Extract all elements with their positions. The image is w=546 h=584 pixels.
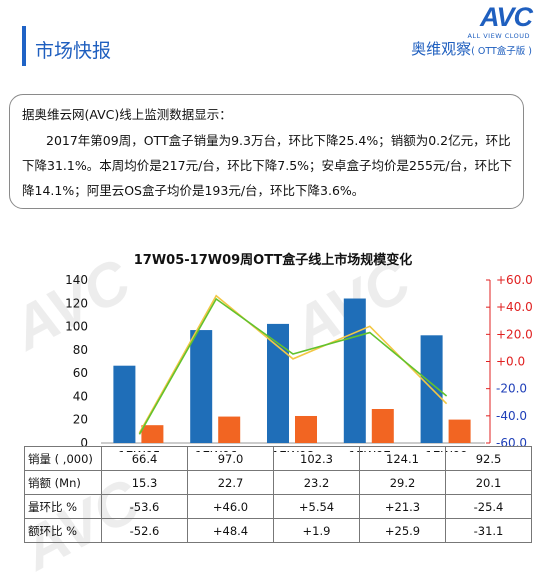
row-label: 量环比 % [24,494,102,519]
table-cell: 20.1 [445,470,532,495]
accent-bar [22,26,26,66]
table-row: 销量 ( ,000) 66.4 97.0 102.3 124.1 92.5 [24,446,532,471]
row-label: 额环比 % [24,518,102,543]
info-body: 2017年第09周，OTT盒子销量为9.3万台，环比下降25.4%；销额为0.2… [22,133,513,198]
chart-title: 17W05-17W09周OTT盒子线上市场规模变化 [133,253,413,268]
left-tick-label: 40 [73,389,88,403]
table-cell: 124.1 [359,446,446,471]
line-amount-change [138,294,448,434]
table-cell: 23.2 [273,470,360,495]
header: 市场快报 AVC ALL VIEW CLOUD 奥维观察( OTT盒子版 ) [0,0,546,92]
right-tick-label: +40.0 [496,300,533,314]
brand-name: 奥维观察 [411,40,472,58]
left-tick-label: 140 [65,273,88,287]
right-tick-label: -20.0 [496,382,527,396]
right-tick-label: +0.0 [496,355,525,369]
avc-logo: AVC [479,2,533,32]
left-tick-label: 120 [65,296,88,310]
left-tick-label: 0 [80,436,88,450]
logo-tagline: ALL VIEW CLOUD [467,32,530,40]
table-cell: +48.4 [187,518,274,543]
info-lead: 据奥维云网(AVC)线上监测数据显示： [22,107,232,122]
table-cell: -25.4 [445,494,532,519]
table-cell: +1.9 [273,518,360,543]
bar-revenue [295,415,317,443]
right-tick-label: -40.0 [496,409,527,423]
bars [101,298,485,444]
row-label: 销量 ( ,000) [24,446,102,471]
bar-revenue [218,416,241,443]
table-cell: +5.54 [273,494,360,519]
row-label: 销额 (Mn) [24,470,102,495]
table-cell: 92.5 [445,446,532,471]
table-cell: -31.1 [445,518,532,543]
table-cell: 97.0 [187,446,274,471]
table-cell: +46.0 [187,494,274,519]
bar-revenue [141,425,164,443]
bar-sales [190,330,213,443]
table-cell: +25.9 [359,518,446,543]
right-tick-label: +20.0 [496,327,533,341]
table-cell: -53.6 [101,494,188,519]
left-tick-label: 20 [73,413,88,427]
table-cell: -52.6 [101,518,188,543]
table-row: 额环比 % -52.6 +48.4 +1.9 +25.9 -31.1 [24,518,532,543]
bar-revenue [371,409,394,443]
table-cell: +21.3 [359,494,446,519]
bar-sales [113,365,136,443]
bar-revenue [448,419,471,443]
data-table: 销量 ( ,000) 66.4 97.0 102.3 124.1 92.5 销额 (Mn) 1… [24,446,532,543]
left-axis: 0 20 40 60 80 100 120 140 [65,273,88,450]
table-cell: 22.7 [187,470,274,495]
table-cell: 15.3 [101,470,188,495]
section-title: 市场快报 [35,40,112,62]
table-cell: 102.3 [273,446,360,471]
right-tick-label: +60.0 [496,273,533,287]
bar-sales [267,323,289,443]
line-volume-change [138,297,448,435]
right-axis: -60.0-40.0-20.0+0.0+20.0+40.0+60.0 [486,273,533,450]
left-tick-label: 100 [65,320,88,334]
lines [138,294,448,435]
table-row: 销额 (Mn) 15.3 22.7 23.2 29.2 20.1 [24,470,532,495]
bar-sales [343,298,366,443]
table-row: 量环比 % -53.6 +46.0 +5.54 +21.3 -25.4 [24,494,532,519]
table-cell: 29.2 [359,470,446,495]
info-box: 据奥维云网(AVC)线上监测数据显示： 2017年第09周，OTT盒子销量为9.… [9,94,524,209]
table-cell: 66.4 [101,446,188,471]
brand-sub: ( OTT盒子版 ) [471,46,532,57]
left-tick-label: 60 [73,366,88,380]
left-tick-label: 80 [73,343,88,357]
brand-line: 奥维观察( OTT盒子版 ) [411,38,532,59]
